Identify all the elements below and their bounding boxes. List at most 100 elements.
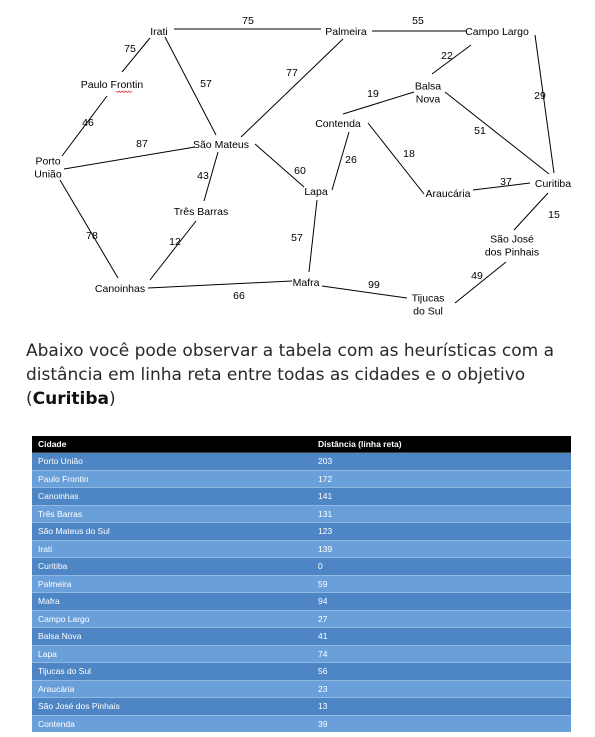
- table-row: Campo Largo 27: [32, 609, 571, 628]
- edge-canoinhas-mafra: [147, 280, 293, 289]
- edge-weight-araucaria-curitiba: 37: [500, 176, 512, 188]
- edge-tijucas-sao-jose: [454, 261, 507, 304]
- paragraph-closing: ): [109, 389, 116, 409]
- node-label-line: Lapa: [304, 186, 328, 198]
- node-canoinhas: Canoinhas: [95, 283, 145, 295]
- cell-city: Canoinhas: [32, 487, 312, 505]
- cell-city: Araucária: [32, 679, 312, 698]
- edge-lapa-mafra: [308, 199, 318, 273]
- edge-weight-curitiba-sao-jose: 15: [548, 209, 560, 221]
- edge-weight-campo-largo-balsa-nova: 22: [441, 50, 453, 62]
- table-header-row: Cidade Distância (linha reta): [32, 436, 571, 453]
- edge-contenda-araucaria: [367, 122, 425, 195]
- node-tres-barras: Três Barras: [174, 206, 228, 218]
- table-row: Paulo Frontin 172: [32, 469, 571, 488]
- spellcheck-underline: [115, 90, 133, 94]
- edge-weight-porto-uniao-canoinhas: 78: [86, 230, 98, 242]
- node-label-line: Paulo Frontin: [81, 79, 144, 91]
- edge-weight-canoinhas-mafra: 66: [233, 290, 245, 302]
- cell-distance: 172: [312, 469, 571, 488]
- cell-distance: 27: [312, 609, 571, 628]
- goal-city: Curitiba: [32, 389, 110, 409]
- city-graph-diagram: 75 55 75 57 77 22 29 19 51 46 87 78 43 60 26 18 37 15 12 57…: [34, 15, 571, 318]
- node-label-line: Tijucas: [412, 293, 445, 305]
- node-sao-mateus: São Mateus: [193, 139, 249, 151]
- cell-city: Paulo Frontin: [32, 469, 312, 488]
- edge-balsa-nova-curitiba: [444, 91, 550, 175]
- column-header-city: Cidade: [32, 436, 312, 453]
- table-row: Araucária 23: [32, 679, 571, 698]
- table-row: Palmeira 59: [32, 574, 571, 593]
- cell-distance: 123: [312, 522, 571, 540]
- edge-weight-porto-uniao-sao-mateus: 87: [136, 138, 148, 150]
- node-balsa-nova: Balsa Nova: [415, 81, 441, 106]
- heuristic-intro-paragraph: Abaixo você pode observar a tabela com a…: [26, 339, 566, 411]
- edge-paulo-frontin-porto-uniao: [61, 95, 108, 157]
- node-campo-largo: Campo Largo: [465, 26, 529, 38]
- edge-weight-palmeira-campo-largo: 55: [412, 15, 424, 27]
- cell-city: Curitiba: [32, 557, 312, 575]
- column-header-distance: Distância (linha reta): [312, 436, 571, 453]
- node-curitiba: Curitiba: [535, 178, 571, 190]
- cell-city: Mafra: [32, 592, 312, 610]
- cell-city: Porto União: [32, 452, 312, 470]
- node-palmeira: Palmeira: [325, 26, 367, 38]
- node-label-line: Porto: [35, 156, 60, 168]
- edge-mafra-tijucas: [321, 285, 408, 299]
- table-row: Irati 139: [32, 539, 571, 558]
- node-label-line: União: [34, 169, 62, 181]
- edge-weight-irati-palmeira: 75: [242, 15, 254, 27]
- table-row: Lapa 74: [32, 644, 571, 663]
- cell-distance: 59: [312, 574, 571, 593]
- edge-campo-largo-curitiba: [534, 34, 555, 174]
- edge-balsa-nova-contenda: [342, 91, 415, 115]
- heuristic-table: Cidade Distância (linha reta) Porto Uniã…: [32, 436, 571, 732]
- edge-weight-contenda-lapa: 26: [345, 154, 357, 166]
- edge-porto-uniao-canoinhas: [59, 179, 119, 279]
- cell-distance: 131: [312, 504, 571, 523]
- edge-sao-mateus-lapa: [254, 143, 305, 188]
- cell-distance: 41: [312, 627, 571, 645]
- edge-weight-balsa-nova-curitiba: 51: [474, 125, 486, 137]
- edge-weight-tres-barras-canoinhas: 12: [169, 236, 181, 248]
- node-label-line: Contenda: [315, 118, 361, 130]
- edge-weight-paulo-frontin-porto-uniao: 46: [82, 117, 94, 129]
- edge-irati-paulo-frontin: [121, 37, 151, 73]
- cell-city: Balsa Nova: [32, 627, 312, 645]
- table-row: Porto União 203: [32, 452, 571, 470]
- edge-tres-barras-canoinhas: [149, 220, 197, 281]
- edge-weight-campo-largo-curitiba: 29: [534, 90, 546, 102]
- cell-distance: 94: [312, 592, 571, 610]
- cell-distance: 39: [312, 714, 571, 732]
- node-label-line: Balsa: [415, 81, 441, 93]
- node-label-line: Três Barras: [174, 206, 228, 218]
- edge-araucaria-curitiba: [472, 182, 531, 191]
- cell-city: São Mateus do Sul: [32, 522, 312, 540]
- edge-palmeira-sao-mateus: [240, 38, 344, 138]
- node-contenda: Contenda: [315, 118, 361, 130]
- table-row: São Mateus do Sul 123: [32, 522, 571, 540]
- node-mafra: Mafra: [293, 277, 320, 289]
- node-irati: Irati: [150, 26, 168, 38]
- cell-distance: 56: [312, 662, 571, 680]
- edge-weight-lapa-mafra: 57: [291, 232, 303, 244]
- cell-distance: 23: [312, 679, 571, 698]
- edge-sao-mateus-tres-barras: [203, 151, 219, 202]
- cell-city: Tijucas do Sul: [32, 662, 312, 680]
- edge-weight-irati-paulo-frontin: 75: [124, 43, 136, 55]
- edge-weight-palmeira-sao-mateus: 77: [286, 67, 298, 79]
- edge-weight-contenda-araucaria: 18: [403, 148, 415, 160]
- edge-weight-balsa-nova-contenda: 19: [367, 88, 379, 100]
- node-label-line: Palmeira: [325, 26, 367, 38]
- node-label-line: Mafra: [293, 277, 320, 289]
- node-label-line: Campo Largo: [465, 26, 529, 38]
- node-label-line: Curitiba: [535, 178, 571, 190]
- cell-city: Contenda: [32, 714, 312, 732]
- cell-distance: 139: [312, 539, 571, 558]
- edge-weight-mafra-tijucas: 99: [368, 279, 380, 291]
- edge-weight-sao-mateus-lapa: 60: [294, 165, 306, 177]
- node-paulo-frontin: Paulo Frontin: [81, 79, 144, 91]
- table-row: Canoinhas 141: [32, 487, 571, 505]
- cell-city: Irati: [32, 539, 312, 558]
- table-row: Balsa Nova 41: [32, 627, 571, 645]
